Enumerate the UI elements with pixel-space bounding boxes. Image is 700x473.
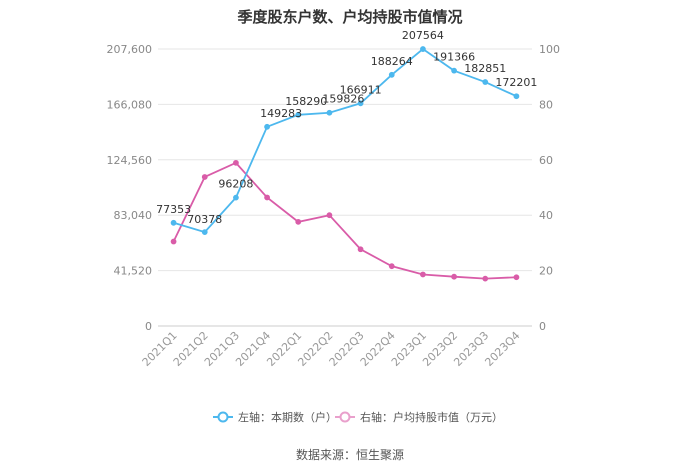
data-point[interactable] bbox=[451, 67, 457, 74]
source-note: 数据来源：恒生聚源 bbox=[296, 447, 404, 462]
data-label: 96208 bbox=[218, 178, 253, 191]
series-line bbox=[173, 47, 517, 234]
data-point[interactable] bbox=[357, 100, 364, 107]
data-point[interactable] bbox=[201, 229, 208, 235]
data-point[interactable] bbox=[170, 219, 177, 226]
chart-title: 季度股东户数、户均持股市值情况 bbox=[237, 8, 462, 26]
legend-item-market-value[interactable]: 右轴：户均持股市值（万元） bbox=[335, 410, 503, 424]
data-label: 188264 bbox=[371, 55, 413, 68]
legend-swatch-marker bbox=[339, 411, 351, 423]
data-point[interactable] bbox=[513, 93, 520, 100]
data-label: 149283 bbox=[260, 107, 302, 120]
left-axis: 0 41,520 83,040 124,560 166,080 207,600 bbox=[107, 43, 153, 333]
x-tick-label: 2023Q4 bbox=[482, 329, 522, 369]
data-point[interactable] bbox=[513, 274, 520, 281]
data-point[interactable] bbox=[201, 174, 208, 180]
data-point[interactable] bbox=[420, 46, 426, 52]
right-tick-label: 0 bbox=[539, 320, 546, 333]
data-point[interactable] bbox=[388, 71, 395, 78]
data-point[interactable] bbox=[357, 246, 364, 253]
data-label: 70378 bbox=[187, 213, 222, 226]
data-point[interactable] bbox=[170, 238, 177, 245]
legend-label: 左轴：本期数（户） bbox=[238, 410, 337, 424]
legend: 左轴：本期数（户） 右轴：户均持股市值（万元） bbox=[213, 410, 503, 424]
data-label: 166911 bbox=[340, 83, 382, 96]
data-label: 159826 bbox=[322, 93, 364, 106]
legend-swatch-marker bbox=[217, 411, 229, 423]
data-point[interactable] bbox=[326, 109, 333, 116]
data-label: 77353 bbox=[156, 203, 191, 216]
data-point[interactable] bbox=[420, 271, 426, 278]
left-tick-label: 41,520 bbox=[114, 265, 153, 278]
left-tick-label: 124,560 bbox=[107, 154, 153, 167]
data-point[interactable] bbox=[264, 123, 270, 130]
series-line bbox=[172, 161, 517, 280]
legend-item-holder-count[interactable]: 左轴：本期数（户） bbox=[213, 410, 337, 424]
left-tick-label: 83,040 bbox=[114, 209, 153, 222]
legend-label: 右轴：户均持股市值（万元） bbox=[360, 410, 503, 424]
right-tick-label: 20 bbox=[539, 265, 553, 278]
data-label: 207564 bbox=[402, 29, 444, 42]
series-holder-count bbox=[170, 46, 520, 235]
data-point[interactable] bbox=[482, 275, 489, 282]
right-tick-label: 60 bbox=[539, 154, 553, 167]
data-point[interactable] bbox=[326, 212, 333, 219]
data-point[interactable] bbox=[233, 159, 239, 166]
left-tick-label: 0 bbox=[145, 320, 152, 333]
left-tick-label: 207,600 bbox=[107, 43, 153, 56]
data-label: 158290 bbox=[285, 95, 327, 108]
data-point[interactable] bbox=[388, 263, 395, 270]
right-tick-label: 80 bbox=[539, 98, 553, 111]
data-label: 191366 bbox=[433, 51, 475, 64]
data-point[interactable] bbox=[295, 218, 302, 225]
data-point[interactable] bbox=[482, 79, 489, 85]
right-tick-label: 100 bbox=[539, 43, 560, 56]
data-point[interactable] bbox=[451, 273, 457, 280]
left-tick-label: 166,080 bbox=[107, 98, 153, 111]
data-point[interactable] bbox=[295, 111, 302, 118]
data-label: 182851 bbox=[464, 62, 506, 75]
x-axis: 2021Q12021Q22021Q32021Q42022Q12022Q22022… bbox=[140, 329, 523, 369]
series-market-value bbox=[170, 159, 520, 282]
right-tick-label: 40 bbox=[539, 209, 553, 222]
data-label: 172201 bbox=[495, 76, 537, 89]
data-point[interactable] bbox=[264, 194, 270, 201]
data-point[interactable] bbox=[233, 194, 239, 201]
right-axis: 0 20 40 60 80 100 bbox=[539, 43, 560, 333]
